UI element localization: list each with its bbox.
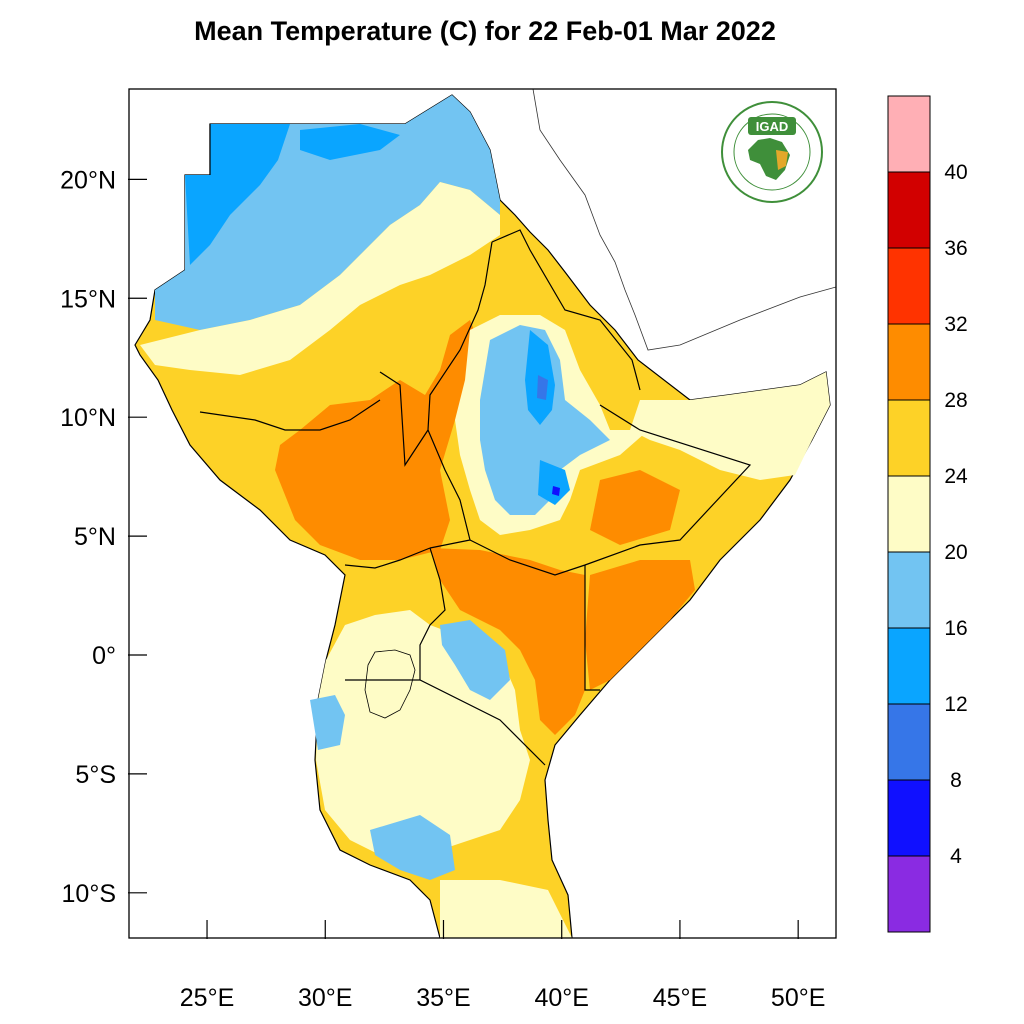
colorbar-label: 28 — [944, 389, 967, 412]
lon-tick-label: 40°E — [534, 984, 588, 1012]
horn-pale — [630, 372, 830, 480]
colorbar-label: 4 — [950, 845, 962, 868]
lake-cool-west — [310, 695, 345, 750]
lon-tick-label: 35°E — [416, 984, 470, 1012]
colorbar-swatch — [887, 855, 931, 933]
lon-tick-label: 50°E — [771, 984, 825, 1012]
colorbar-label: 24 — [944, 465, 968, 488]
lat-tick-label: 10°S — [62, 880, 116, 908]
colorbar-label: 32 — [944, 313, 967, 336]
arabia-coastline — [532, 88, 837, 351]
highland-cold-patch — [537, 375, 548, 400]
lon-tick-label: 45°E — [653, 984, 707, 1012]
kenya-warm — [430, 548, 585, 735]
country-borders — [199, 124, 752, 766]
south-pale — [440, 880, 572, 938]
pale-band-sahel — [140, 182, 500, 375]
colorbar: 4 8 12 16 20 24 28 32 36 40 — [887, 95, 968, 933]
lat-tick-label: 5°N — [74, 523, 116, 551]
lat-tick-label: 5°S — [75, 761, 116, 789]
somalia-warm — [585, 560, 695, 690]
colorbar-swatch — [887, 475, 931, 553]
tanzania-cool-south — [370, 815, 455, 880]
highland-cold-south — [538, 460, 570, 505]
lon-tick-label: 25°E — [180, 984, 234, 1012]
axis-ticks: 20°N 15°N 10°N 5°N 0° 5°S 10°S 25°E 30°E 35°E 40°E… — [60, 166, 825, 1012]
colorbar-swatch — [887, 399, 931, 477]
plot-frame — [128, 88, 837, 939]
colorbar-swatch — [887, 779, 931, 857]
kenya-highland-cool — [440, 620, 510, 700]
colorbar-label: 40 — [944, 161, 967, 184]
horn-warm — [590, 470, 680, 545]
colorbar-swatch — [887, 323, 931, 401]
lake-victoria — [364, 649, 416, 719]
logo-text: IGAD — [756, 119, 789, 134]
highland-cool — [480, 325, 610, 515]
lat-tick-label: 10°N — [60, 404, 116, 432]
highland-coldest — [552, 486, 560, 496]
colorbar-swatch — [887, 551, 931, 629]
colorbar-label: 16 — [944, 617, 967, 640]
colorbar-swatch — [887, 171, 931, 249]
colorbar-label: 8 — [950, 769, 962, 792]
lon-tick-label: 30°E — [298, 984, 352, 1012]
igad-logo: IGAD — [721, 101, 823, 203]
warm-core-west — [275, 320, 480, 560]
cold-zone-north — [185, 124, 290, 265]
lat-tick-label: 15°N — [60, 285, 116, 313]
colorbar-swatch — [887, 247, 931, 325]
colorbar-label: 12 — [944, 693, 967, 716]
lat-tick-label: 20°N — [60, 166, 116, 194]
colorbar-swatch — [887, 95, 931, 173]
map-title: Mean Temperature (C) for 22 Feb-01 Mar 2… — [194, 16, 776, 46]
colorbar-label: 20 — [944, 541, 967, 564]
cold-patch — [300, 124, 400, 160]
colorbar-swatch — [887, 703, 931, 781]
colorbar-label: 36 — [944, 237, 967, 260]
colorbar-swatch — [887, 627, 931, 705]
lat-tick-label: 0° — [92, 642, 116, 670]
